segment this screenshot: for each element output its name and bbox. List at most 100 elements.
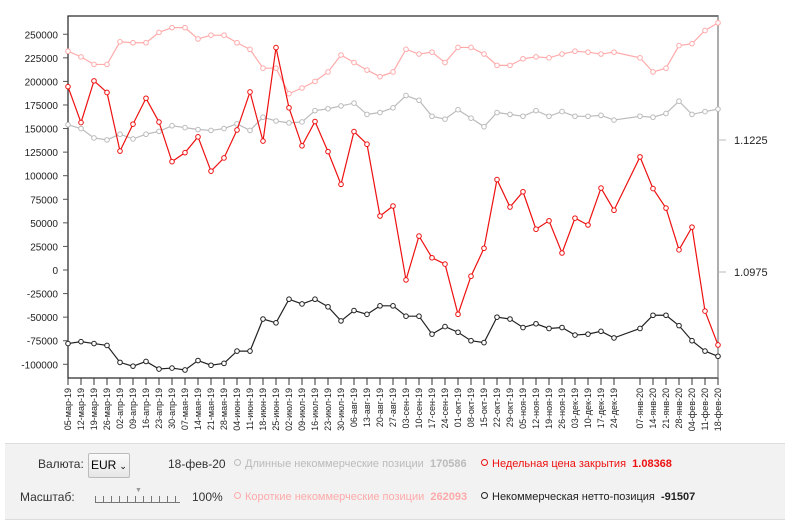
data-point bbox=[455, 106, 461, 113]
data-point bbox=[234, 127, 240, 133]
x-tick-label: 23-июл-19 bbox=[323, 388, 333, 431]
data-point bbox=[546, 55, 552, 61]
x-tick-label: 28-янв-20 bbox=[674, 388, 684, 429]
controls-panel: Валюта: EUR ⌄ 18-фев-20 Масштаб: ▼ 100% Д… bbox=[5, 443, 785, 520]
data-point bbox=[429, 49, 435, 55]
data-point bbox=[65, 340, 71, 347]
data-point bbox=[117, 148, 123, 154]
data-point bbox=[598, 328, 604, 335]
x-tick-label: 18-фев-20 bbox=[713, 388, 723, 431]
x-tick-label: 07-янв-20 bbox=[635, 388, 645, 429]
data-point bbox=[468, 115, 474, 121]
data-point bbox=[65, 48, 71, 55]
right-tick-label: 1.1225 bbox=[734, 135, 768, 147]
data-point bbox=[91, 61, 97, 68]
legend-short: Короткие некоммерческие позиции 262093 bbox=[234, 491, 467, 503]
data-point bbox=[299, 85, 305, 91]
x-tick-label: 11-фев-20 bbox=[700, 388, 710, 431]
data-point bbox=[195, 36, 201, 42]
y-tick-label: 150000 bbox=[25, 125, 59, 136]
y-tick-label: 50000 bbox=[30, 219, 58, 230]
data-point bbox=[429, 113, 435, 120]
x-tick-label: 14-янв-20 bbox=[648, 388, 658, 429]
data-point bbox=[377, 213, 383, 219]
x-tick-label: 17-сен-19 bbox=[427, 388, 437, 429]
data-point bbox=[520, 113, 526, 120]
data-point bbox=[273, 320, 279, 326]
data-point bbox=[663, 205, 669, 211]
data-point bbox=[338, 181, 344, 188]
data-point bbox=[78, 125, 84, 132]
data-point bbox=[702, 348, 708, 354]
data-point bbox=[715, 20, 721, 26]
data-point bbox=[663, 65, 669, 71]
data-point bbox=[273, 44, 279, 51]
x-tick-label: 11-июн-19 bbox=[245, 388, 255, 430]
data-point bbox=[507, 316, 513, 322]
circle-icon bbox=[481, 459, 488, 466]
data-point bbox=[572, 113, 578, 120]
x-tick-label: 09-апр-19 bbox=[128, 388, 138, 429]
data-point bbox=[78, 338, 84, 345]
x-tick-label: 30-апр-19 bbox=[167, 388, 177, 429]
data-point bbox=[416, 97, 422, 104]
data-point bbox=[468, 337, 474, 344]
currency-select[interactable]: EUR ⌄ bbox=[88, 453, 130, 478]
scale-label: Масштаб: bbox=[20, 490, 75, 504]
data-point bbox=[377, 109, 383, 116]
data-point bbox=[481, 123, 487, 130]
x-tick-label: 01-окт-19 bbox=[453, 388, 463, 427]
data-point bbox=[689, 224, 695, 230]
x-tick-label: 21-янв-20 bbox=[661, 388, 671, 429]
y-tick-label: 25000 bbox=[30, 242, 58, 253]
x-tick-label: 18-июн-19 bbox=[258, 388, 268, 431]
circle-icon bbox=[234, 459, 241, 466]
data-point bbox=[364, 67, 370, 73]
data-point bbox=[156, 366, 162, 372]
x-tick-label: 26-ноя-19 bbox=[557, 388, 567, 429]
x-tick-label: 19-ноя-19 bbox=[544, 388, 554, 429]
data-point bbox=[130, 121, 136, 127]
data-point bbox=[403, 46, 409, 53]
data-point bbox=[689, 40, 695, 47]
scale-slider[interactable]: ▼ bbox=[95, 487, 180, 503]
currency-label: Валюта: bbox=[38, 457, 84, 471]
cot-chart: 2500002250002000001750001500001250001000… bbox=[21, 15, 768, 431]
x-tick-label: 13-авг-19 bbox=[362, 388, 372, 427]
data-point bbox=[611, 207, 617, 214]
data-point bbox=[221, 155, 227, 161]
data-point bbox=[546, 325, 552, 332]
data-point bbox=[130, 39, 136, 46]
x-tick-label: 16-июл-19 bbox=[310, 388, 320, 431]
data-point bbox=[351, 100, 357, 106]
data-point bbox=[351, 128, 357, 135]
data-point bbox=[533, 107, 539, 114]
data-point bbox=[91, 340, 97, 347]
x-tick-label: 29-окт-19 bbox=[505, 388, 515, 427]
data-point bbox=[78, 54, 84, 60]
data-point bbox=[507, 62, 513, 69]
data-point bbox=[260, 316, 266, 322]
data-point bbox=[533, 226, 539, 233]
data-point bbox=[182, 124, 188, 131]
y-tick-label: 225000 bbox=[25, 54, 59, 65]
data-point bbox=[390, 203, 396, 209]
x-tick-label: 20-авг-19 bbox=[375, 388, 385, 427]
x-tick-label: 12-мар-19 bbox=[76, 388, 86, 430]
data-point bbox=[65, 121, 71, 128]
data-point bbox=[182, 149, 188, 156]
data-point bbox=[117, 131, 123, 138]
y-tick-label: 125000 bbox=[25, 148, 59, 159]
x-tick-label: 21-мая-19 bbox=[206, 388, 216, 430]
data-point bbox=[637, 55, 643, 61]
data-point bbox=[702, 27, 708, 34]
data-point bbox=[481, 51, 487, 57]
data-point bbox=[520, 188, 526, 195]
data-point bbox=[507, 204, 513, 210]
data-point bbox=[689, 337, 695, 344]
data-point bbox=[182, 24, 188, 31]
data-point bbox=[169, 122, 175, 129]
data-point bbox=[299, 119, 305, 125]
slider-handle-icon[interactable]: ▼ bbox=[135, 487, 142, 494]
data-point bbox=[494, 314, 500, 320]
